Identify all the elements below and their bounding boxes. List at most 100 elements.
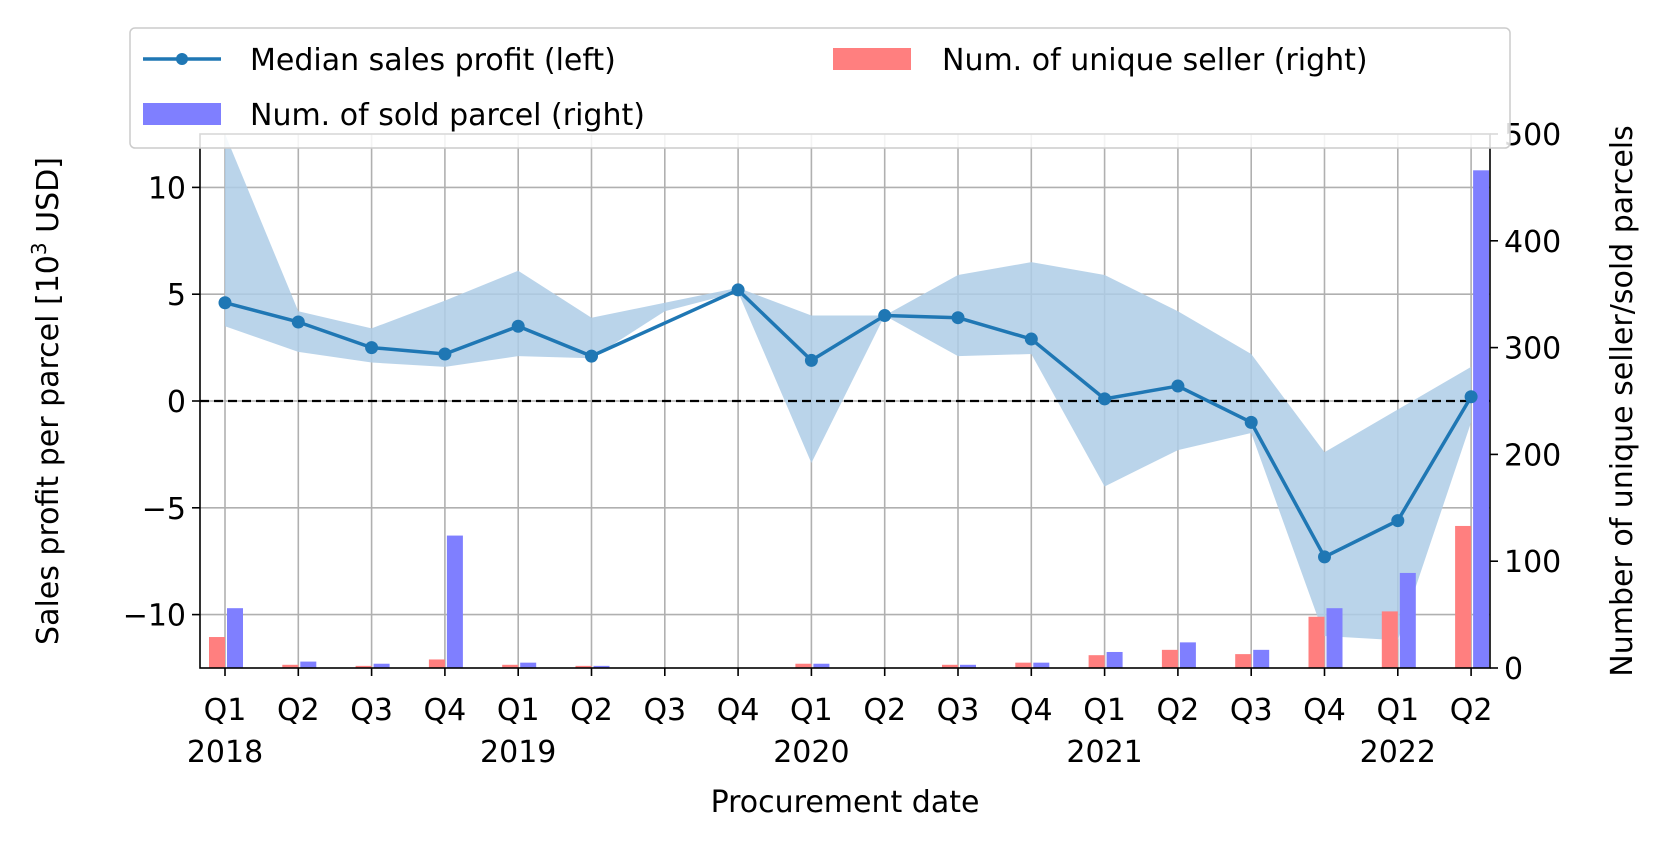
x-tick-label: Q4 bbox=[1010, 693, 1053, 728]
median-profit-point bbox=[1464, 390, 1478, 404]
x-tick-label: Q1 bbox=[790, 693, 833, 728]
sold-parcel-bar bbox=[593, 665, 610, 668]
band-layer bbox=[200, 134, 1490, 641]
left-tick-label: 5 bbox=[167, 278, 186, 313]
legend-median-profit-label: Median sales profit (left) bbox=[250, 43, 616, 78]
sold-parcel-bar bbox=[446, 535, 463, 668]
median-profit-point bbox=[1024, 332, 1038, 346]
sold-parcel-bar bbox=[1179, 642, 1196, 668]
sold-parcel-bar bbox=[227, 608, 243, 668]
legend-frame bbox=[129, 27, 1511, 149]
x-tick-label: Q2 bbox=[277, 693, 320, 728]
sold-parcel-bar bbox=[520, 662, 537, 668]
x-year-label: 2022 bbox=[1360, 735, 1436, 770]
median-profit-point bbox=[731, 283, 745, 297]
left-tick-label: −5 bbox=[142, 492, 186, 527]
sold-parcel-bar bbox=[1106, 651, 1123, 668]
unique-seller-bar bbox=[355, 665, 372, 668]
sold-parcel-bar bbox=[373, 663, 390, 668]
median-profit-point bbox=[1244, 415, 1258, 429]
unique-seller-bar bbox=[1015, 662, 1032, 668]
unique-seller-bar bbox=[282, 664, 299, 668]
legend-line-marker bbox=[176, 53, 188, 65]
x-tick-label: Q2 bbox=[570, 693, 613, 728]
median-profit-point bbox=[804, 353, 818, 367]
left-tick-label: 10 bbox=[148, 171, 186, 206]
legend-unique-seller-label: Num. of unique seller (right) bbox=[942, 43, 1368, 78]
sold-parcel-bar bbox=[1473, 170, 1490, 668]
right-tick-layer: 0 100 200 300 400 500 bbox=[1490, 118, 1561, 687]
unique-seller-bar bbox=[942, 664, 958, 668]
right-tick-label: 300 bbox=[1504, 332, 1561, 367]
sold-parcel-bar bbox=[300, 661, 317, 668]
x-tick-label: Q1 bbox=[1376, 693, 1419, 728]
unique-seller-bar bbox=[575, 665, 592, 668]
unique-seller-bar bbox=[502, 664, 519, 668]
right-axis-title: Number of unique seller/sold parcels bbox=[1605, 125, 1640, 676]
unique-seller-bar bbox=[1088, 655, 1105, 668]
unique-seller-bar bbox=[1455, 525, 1472, 668]
unique-seller-bar bbox=[209, 637, 225, 668]
median-profit-point bbox=[365, 341, 379, 355]
right-tick-label: 500 bbox=[1504, 118, 1561, 153]
left-tick-label: −10 bbox=[123, 599, 186, 634]
x-axis-title: Procurement date bbox=[711, 785, 980, 820]
median-profit-point bbox=[291, 315, 305, 329]
median-profit-point bbox=[511, 319, 525, 333]
sold-parcel-bar bbox=[960, 664, 976, 668]
right-tick-label: 100 bbox=[1504, 545, 1561, 580]
left-tick-label: 0 bbox=[167, 385, 186, 420]
x-tick-label: Q3 bbox=[1230, 693, 1273, 728]
x-tick-label: Q4 bbox=[717, 693, 760, 728]
x-tick-label: Q1 bbox=[1083, 693, 1126, 728]
median-profit-point bbox=[1318, 550, 1331, 564]
x-tick-label: Q4 bbox=[1303, 693, 1346, 728]
x-tick-label: Q2 bbox=[1157, 693, 1200, 728]
left-axis-title-exponent: 3 bbox=[27, 242, 51, 255]
x-tick-label: Q2 bbox=[1450, 693, 1493, 728]
legend-sold-parcel-swatch bbox=[143, 103, 221, 125]
legend-unique-seller-swatch bbox=[833, 48, 911, 70]
median-profit-point bbox=[1098, 392, 1112, 406]
median-profit-point bbox=[438, 347, 452, 361]
unique-seller-bar bbox=[795, 663, 812, 668]
median-profit-point bbox=[1171, 379, 1185, 393]
x-tick-label: Q1 bbox=[497, 693, 540, 728]
profit-range-band bbox=[225, 134, 1472, 641]
median-profit-point bbox=[585, 349, 598, 363]
left-axis-title-prefix: Sales profit per parcel [10 bbox=[31, 255, 66, 645]
sold-parcel-bar bbox=[1326, 608, 1343, 668]
legend-sold-parcel-label: Num. of sold parcel (right) bbox=[250, 98, 645, 133]
legend: Median sales profit (left) Num. of uniqu… bbox=[129, 27, 1511, 149]
left-axis-title: Sales profit per parcel [103 USD] bbox=[27, 157, 66, 645]
sold-parcel-bar bbox=[1033, 662, 1050, 668]
x-year-label: 2020 bbox=[773, 735, 849, 770]
unique-seller-bar bbox=[1235, 654, 1252, 668]
sold-parcel-bar bbox=[813, 663, 830, 668]
right-tick-label: 200 bbox=[1504, 438, 1561, 473]
right-tick-label: 0 bbox=[1504, 652, 1523, 687]
x-tick-label: Q3 bbox=[643, 693, 686, 728]
x-tick-label: Q2 bbox=[863, 693, 906, 728]
x-tick-layer: Q1 Q2 Q3 Q4 Q1 Q2 Q3 Q4 Q1 Q2 Q3 Q4 Q1 Q2 Q3 Q4 Q1 Q2 2018… bbox=[187, 668, 1493, 770]
median-profit-point bbox=[878, 309, 892, 323]
sold-parcel-bar bbox=[1253, 649, 1270, 668]
x-tick-label: Q1 bbox=[204, 693, 247, 728]
x-tick-label: Q3 bbox=[937, 693, 980, 728]
x-tick-label: Q4 bbox=[424, 693, 467, 728]
x-year-label: 2019 bbox=[480, 735, 556, 770]
unique-seller-bar bbox=[1161, 649, 1178, 668]
left-tick-layer: 10 5 0 −5 −10 bbox=[123, 171, 200, 634]
median-profit-point bbox=[951, 311, 965, 325]
right-tick-label: 400 bbox=[1504, 225, 1561, 260]
x-tick-label: Q3 bbox=[350, 693, 393, 728]
x-year-label: 2018 bbox=[187, 735, 263, 770]
x-year-label: 2021 bbox=[1066, 735, 1142, 770]
median-profit-point bbox=[218, 296, 232, 310]
left-axis-title-suffix: USD] bbox=[31, 157, 66, 242]
sold-parcel-bar bbox=[1399, 572, 1416, 668]
line-layer bbox=[218, 283, 1478, 564]
bar-layer bbox=[209, 170, 1490, 668]
unique-seller-bar bbox=[1381, 611, 1398, 668]
